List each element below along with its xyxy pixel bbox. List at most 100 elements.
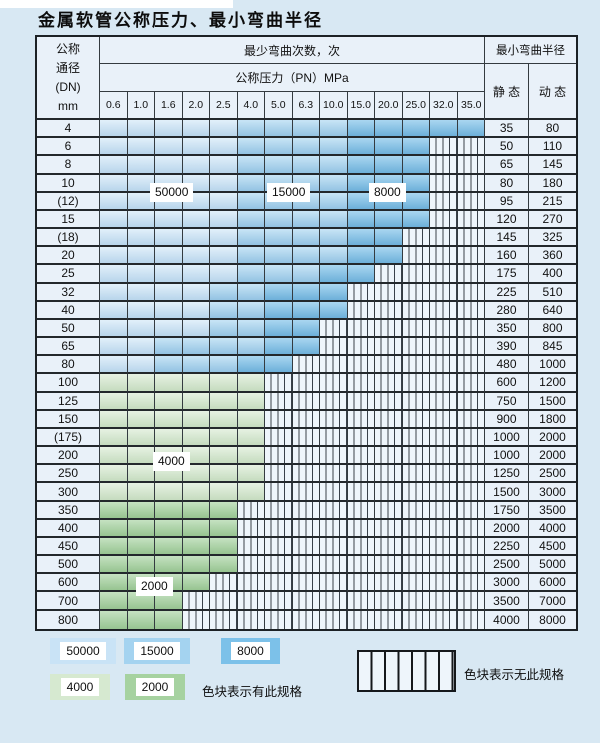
grid-cell-no-spec (402, 392, 430, 411)
grid-cell-cycles-8000 (375, 120, 403, 139)
grid-cell-no-spec (402, 537, 430, 557)
grid-cell-no-spec (457, 138, 485, 157)
grid-cell-no-spec (402, 501, 430, 520)
dn-cell: 450 (37, 537, 100, 557)
grid-cell-no-spec (430, 174, 458, 193)
grid-cell-no-spec (375, 392, 403, 411)
table-row: (18) 145 325 (37, 229, 576, 248)
grid-cell-cycles-4000 (127, 374, 155, 393)
grid-cell-cycles-8000 (347, 265, 375, 284)
dn-cell: 80 (37, 356, 100, 375)
dynamic-radius-cell: 640 (529, 301, 576, 320)
grid-cell-no-spec (265, 410, 293, 429)
grid-cell-cycles-50000 (100, 138, 128, 157)
grid-cell-no-spec (457, 392, 485, 411)
grid-cell-no-spec (430, 574, 458, 593)
dynamic-radius-cell: 1500 (529, 392, 576, 411)
grid-cell-no-spec (375, 592, 403, 611)
grid-cell-cycles-15000 (237, 283, 265, 302)
grid-cell-no-spec (457, 192, 485, 211)
grid-cell-cycles-2000 (210, 556, 238, 575)
grid-cell-cycles-15000 (265, 156, 293, 175)
legend-has-spec-text: 色块表示有此规格 (202, 685, 303, 699)
grid-cell-cycles-2000 (210, 519, 238, 538)
dn-cell: (175) (37, 428, 100, 448)
grid-cell-cycles-15000 (265, 229, 293, 248)
table-row: 700 3500 7000 (37, 592, 576, 611)
grid-cell-no-spec (375, 465, 403, 484)
grid-cell-no-spec (375, 556, 403, 575)
grid-cell-no-spec (457, 428, 485, 448)
grid-cell-cycles-8000 (265, 301, 293, 320)
grid-cell-no-spec (265, 610, 293, 629)
dn-cell: 600 (37, 574, 100, 593)
grid-cell-no-spec (402, 374, 430, 393)
grid-cell-cycles-2000 (100, 574, 128, 593)
grid-cell-no-spec (292, 574, 320, 593)
dynamic-radius-cell: 5000 (529, 556, 576, 575)
grid-cell-no-spec (347, 301, 375, 320)
grid-cell-no-spec (347, 465, 375, 484)
grid-cell-cycles-50000 (182, 301, 210, 320)
grid-cell-no-spec (402, 428, 430, 448)
grid-cell-cycles-15000 (320, 120, 348, 139)
table-row: 6 50 110 (37, 138, 576, 157)
pressure-header: 公称压力（PN）MPa (100, 64, 484, 92)
grid-cell-cycles-2000 (155, 610, 183, 629)
grid-cell-cycles-15000 (155, 338, 183, 357)
grid-cell-cycles-4000 (237, 410, 265, 429)
grid-cell-cycles-50000 (155, 210, 183, 230)
legend-no-spec-text: 色块表示无此规格 (464, 668, 565, 682)
dn-cell: 20 (37, 247, 100, 266)
grid-cell-cycles-4000 (127, 428, 155, 448)
pressure-value-cell: 1.0 (128, 92, 155, 118)
grid-cell-cycles-15000 (182, 338, 210, 357)
grid-cell-no-spec (402, 447, 430, 466)
grid-cell-cycles-4000 (100, 410, 128, 429)
grid-cell-cycles-2000 (127, 610, 155, 629)
dn-cell: 10 (37, 174, 100, 193)
pressure-value-cell: 2.5 (210, 92, 238, 118)
grid-cell-cycles-50000 (182, 283, 210, 302)
grid-cell-cycles-15000 (320, 156, 348, 175)
grid-cell-cycles-50000 (182, 247, 210, 266)
grid-cell-no-spec (292, 410, 320, 429)
static-radius-cell: 1000 (485, 428, 529, 448)
table-row: 400 2000 4000 (37, 519, 576, 538)
grid-cell-cycles-50000 (210, 120, 238, 139)
grid-cell-cycles-50000 (127, 192, 155, 211)
static-radius-cell: 480 (485, 356, 529, 375)
grid-cell-cycles-50000 (210, 192, 238, 211)
table-row: 200 1000 2000 (37, 447, 576, 466)
dynamic-radius-cell: 110 (529, 138, 576, 157)
grid-cell-cycles-8000 (347, 138, 375, 157)
grid-cell-cycles-50000 (127, 356, 155, 375)
static-radius-cell: 1750 (485, 501, 529, 520)
dynamic-radius-cell: 6000 (529, 574, 576, 593)
grid-cell-cycles-4000 (127, 447, 155, 466)
grid-cell-no-spec (347, 501, 375, 520)
static-radius-cell: 4000 (485, 610, 529, 629)
grid-cell-cycles-2000 (100, 556, 128, 575)
grid-cell-no-spec (402, 229, 430, 248)
grid-cell-cycles-4000 (155, 428, 183, 448)
dn-cell: (18) (37, 229, 100, 248)
grid-cell-no-spec (292, 501, 320, 520)
grid-cell-cycles-50000 (127, 338, 155, 357)
cycle-label-15000: 15000 (267, 183, 311, 202)
grid-cell-no-spec (265, 392, 293, 411)
grid-cell-no-spec (430, 156, 458, 175)
grid-cell-no-spec (402, 574, 430, 593)
static-radius-cell: 65 (485, 156, 529, 175)
grid-cell-no-spec (375, 356, 403, 375)
grid-cell-cycles-50000 (210, 138, 238, 157)
grid-cell-no-spec (375, 574, 403, 593)
grid-cell-no-spec (292, 537, 320, 557)
grid-cell-no-spec (292, 356, 320, 375)
grid-cell-no-spec (457, 610, 485, 629)
grid-cell-cycles-2000 (127, 592, 155, 611)
dynamic-radius-cell: 4500 (529, 537, 576, 557)
grid-cell-cycles-15000 (292, 229, 320, 248)
grid-cell-no-spec (402, 519, 430, 538)
grid-cell-no-spec (347, 392, 375, 411)
